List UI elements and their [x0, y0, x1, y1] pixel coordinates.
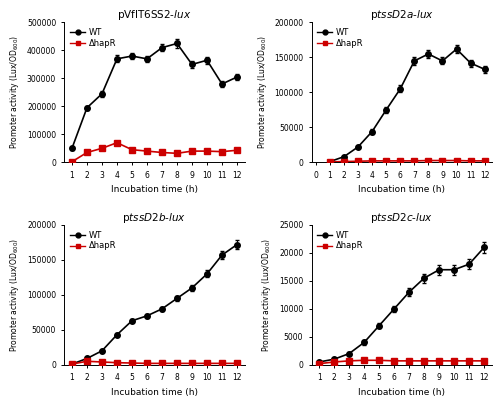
Legend: WT, ΔhapR: WT, ΔhapR	[68, 27, 118, 50]
Y-axis label: Promoter activity (Lux/OD$_{600}$): Promoter activity (Lux/OD$_{600}$)	[8, 238, 22, 352]
X-axis label: Incubation time (h): Incubation time (h)	[358, 388, 445, 396]
Title: pVflT6SS2-$\mathit{lux}$: pVflT6SS2-$\mathit{lux}$	[118, 9, 192, 22]
Title: p$\mathit{tssD2b}$-$\mathit{lux}$: p$\mathit{tssD2b}$-$\mathit{lux}$	[122, 211, 186, 225]
Legend: WT, ΔhapR: WT, ΔhapR	[68, 229, 118, 252]
Title: p$\mathit{tssD2a}$-$\mathit{lux}$: p$\mathit{tssD2a}$-$\mathit{lux}$	[370, 9, 434, 22]
Legend: WT, ΔhapR: WT, ΔhapR	[316, 27, 365, 50]
X-axis label: Incubation time (h): Incubation time (h)	[358, 185, 445, 194]
Y-axis label: Promoter activity (Lux/OD$_{600}$): Promoter activity (Lux/OD$_{600}$)	[8, 35, 22, 149]
Title: p$\mathit{tssD2c}$-$\mathit{lux}$: p$\mathit{tssD2c}$-$\mathit{lux}$	[370, 211, 433, 225]
Legend: WT, ΔhapR: WT, ΔhapR	[316, 229, 365, 252]
Y-axis label: Promoter activity (Lux/OD$_{600}$): Promoter activity (Lux/OD$_{600}$)	[256, 35, 268, 149]
X-axis label: Incubation time (h): Incubation time (h)	[111, 388, 198, 396]
X-axis label: Incubation time (h): Incubation time (h)	[111, 185, 198, 194]
Y-axis label: Promoter activity (Lux/OD$_{600}$): Promoter activity (Lux/OD$_{600}$)	[260, 238, 274, 352]
